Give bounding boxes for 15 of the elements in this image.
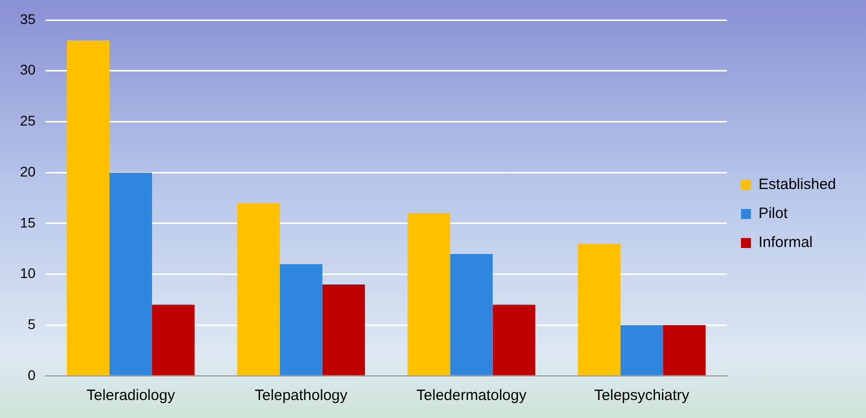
x-tick-label: Teleradiology — [86, 387, 176, 404]
x-tick-label: Telepathology — [254, 387, 348, 404]
y-tick-label: 5 — [28, 316, 36, 332]
y-tick-label: 35 — [20, 10, 36, 27]
x-tick-label: Telepsychiatry — [594, 387, 690, 404]
legend-label: Pilot — [758, 205, 788, 222]
y-tick-label: 20 — [20, 163, 36, 180]
y-tick-label: 15 — [20, 214, 36, 230]
y-tick-label: 25 — [20, 112, 36, 129]
y-tick-label: 10 — [20, 265, 36, 282]
y-tick-label: 30 — [20, 62, 36, 78]
x-tick-label: Teledermatology — [416, 387, 527, 404]
y-tick-label: 0 — [28, 366, 36, 383]
legend-label: Informal — [758, 234, 813, 252]
legend-label: Established — [758, 176, 836, 194]
